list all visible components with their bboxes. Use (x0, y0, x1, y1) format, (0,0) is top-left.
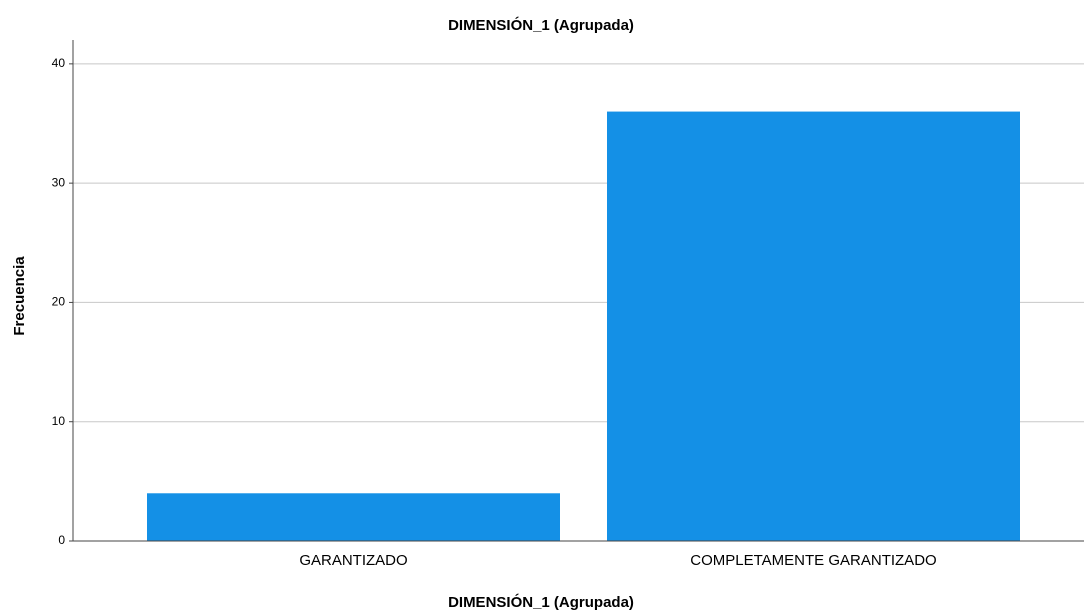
bar (607, 111, 1020, 542)
y-tick-label: 10 (52, 414, 66, 428)
y-tick-label: 40 (52, 56, 66, 70)
bar (147, 493, 560, 541)
x-tick-label: GARANTIZADO (299, 552, 407, 569)
x-tick-label: COMPLETAMENTE GARANTIZADO (690, 552, 936, 569)
y-tick-label: 20 (52, 295, 66, 309)
y-axis-label: Frecuencia (11, 256, 28, 336)
y-tick-label: 30 (52, 175, 66, 189)
y-tick-label: 0 (58, 533, 65, 547)
x-axis-label: DIMENSIÓN_1 (Agrupada) (448, 593, 634, 611)
chart-title: DIMENSIÓN_1 (Agrupada) (448, 16, 634, 34)
